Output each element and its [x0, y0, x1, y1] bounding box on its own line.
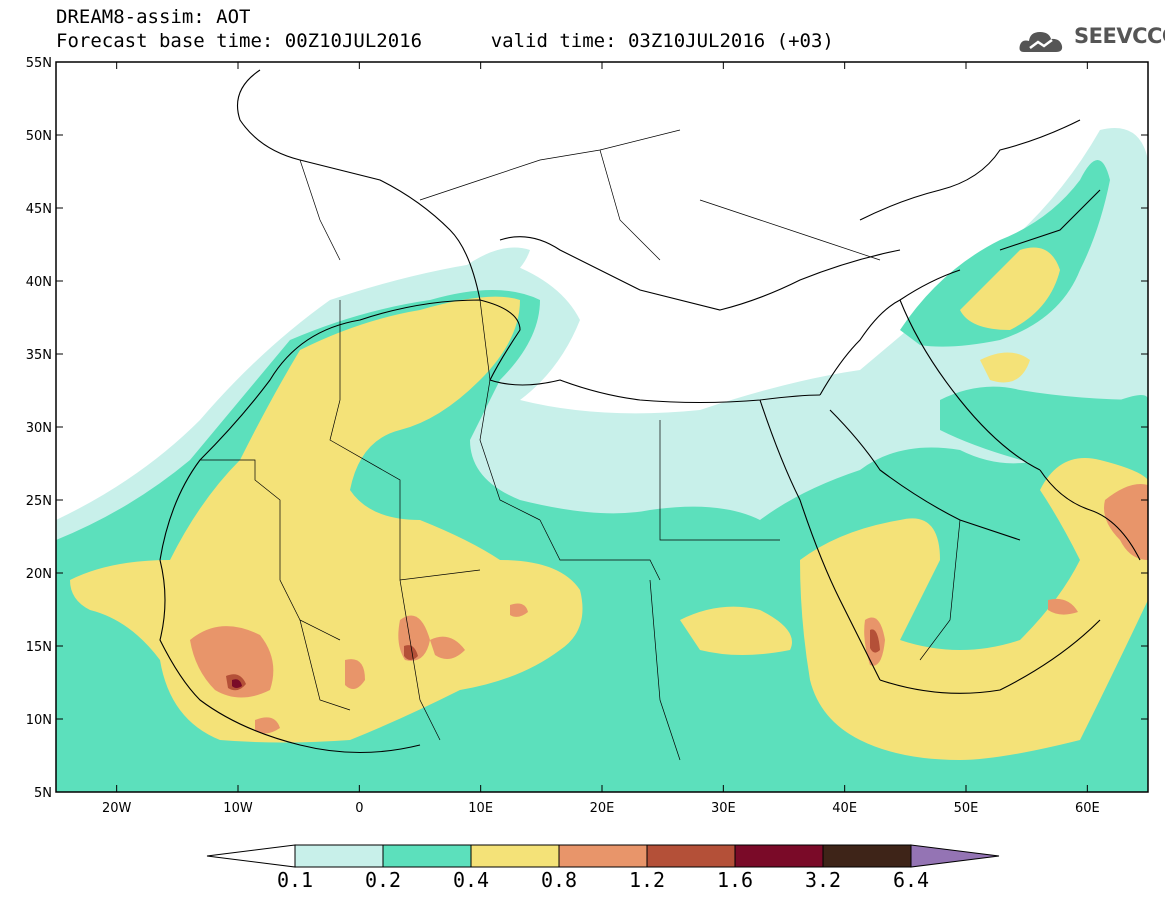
lon-tick-label: 50E — [954, 801, 979, 816]
colorbar-label: 0.1 — [276, 868, 314, 892]
colorbar-label: 3.2 — [804, 868, 842, 892]
colorbar-low-arrow — [206, 844, 296, 868]
lat-tick-label: 35N — [26, 348, 52, 363]
colorbar-label: 0.4 — [452, 868, 490, 892]
map-title: DREAM8-assim: AOT — [56, 6, 251, 28]
lat-tick-label: 10N — [26, 713, 52, 728]
colorbar-label: 1.6 — [716, 868, 754, 892]
lat-tick-label: 30N — [26, 421, 52, 436]
colorbar-segment — [382, 844, 472, 868]
cloud-icon — [1019, 32, 1063, 52]
country-borders — [200, 129, 961, 761]
colorbar-label: 1.2 — [628, 868, 666, 892]
colorbar-segment — [822, 844, 912, 868]
colorbar-segment — [470, 844, 560, 868]
lat-tick-label: 40N — [26, 275, 52, 290]
lat-tick-label: 20N — [26, 567, 52, 582]
colorbar-segment — [646, 844, 736, 868]
colorbar-label: 6.4 — [892, 868, 930, 892]
colorbar-segment — [294, 844, 384, 868]
lon-tick-label: 10E — [468, 801, 493, 816]
lon-tick-label: 20W — [102, 801, 132, 816]
lon-tick-label: 0 — [355, 801, 363, 816]
aot-band-1.6 — [232, 679, 242, 688]
valid-time: valid time: 03Z10JUL2016 (+03) — [490, 30, 834, 52]
forecast-base-time: Forecast base time: 00Z10JUL2016 — [56, 30, 423, 52]
lat-tick-label: 25N — [26, 494, 52, 509]
time-info: Forecast base time: 00Z10JUL2016 valid t… — [56, 30, 834, 52]
lat-tick-label: 45N — [26, 202, 52, 217]
colorbar-high-arrow — [910, 844, 1000, 868]
colorbar-label: 0.8 — [540, 868, 578, 892]
colorbar-label: 0.2 — [364, 868, 402, 892]
coastlines — [159, 69, 1141, 754]
aot-band-0.4 — [70, 247, 1148, 760]
lon-tick-label: 40E — [832, 801, 857, 816]
lat-tick-label: 55N — [26, 56, 52, 71]
lat-tick-label: 15N — [26, 640, 52, 655]
lat-tick-label: 5N — [34, 786, 52, 801]
lon-tick-label: 30E — [711, 801, 736, 816]
colorbar — [206, 844, 1000, 868]
logo-text: SEEVCCC — [1074, 24, 1165, 48]
colorbar-segment — [558, 844, 648, 868]
lat-tick-label: 50N — [26, 129, 52, 144]
lon-tick-label: 20E — [590, 801, 615, 816]
lon-tick-label: 10W — [223, 801, 253, 816]
lon-tick-label: 60E — [1075, 801, 1100, 816]
colorbar-segment — [734, 844, 824, 868]
